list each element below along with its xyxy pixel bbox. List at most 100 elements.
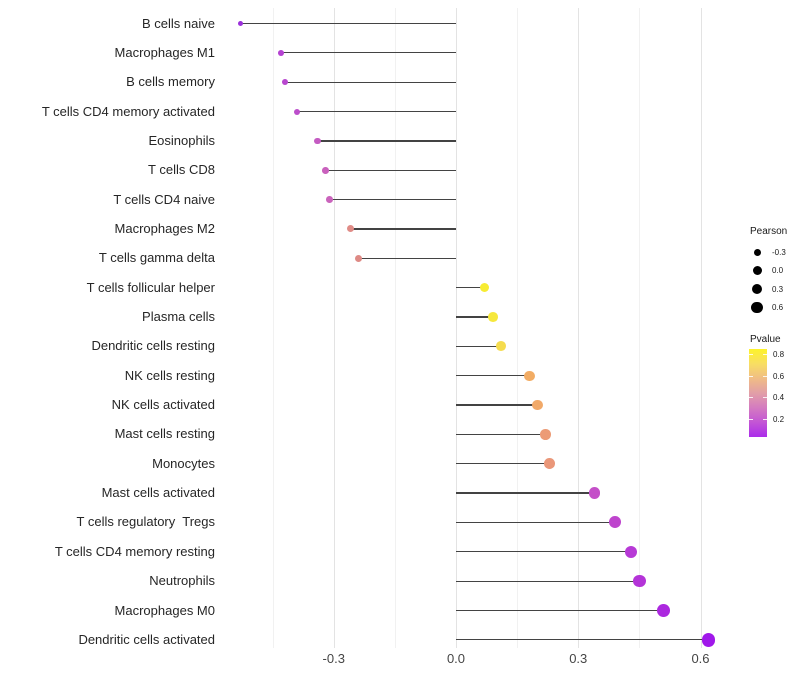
pvalue-tick-mark xyxy=(749,375,753,377)
pvalue-gradient-bar xyxy=(749,349,767,437)
pearson-legend-label: 0.3 xyxy=(772,284,784,294)
lollipop-stem xyxy=(240,22,456,25)
lollipop-stem xyxy=(325,169,456,171)
pvalue-tick-mark xyxy=(763,418,767,420)
x-axis-tick-label: -0.3 xyxy=(322,651,345,666)
row-label: Macrophages M1 xyxy=(114,44,215,60)
row-label: T cells CD4 naive xyxy=(113,191,215,207)
row-label: NK cells activated xyxy=(111,397,215,413)
row-label: Plasma cells xyxy=(142,309,215,324)
grid-minor-line xyxy=(517,8,519,648)
row-label: B cells naive xyxy=(142,15,215,31)
lollipop-dot xyxy=(294,108,301,115)
lollipop-dot xyxy=(326,196,333,203)
row-label: Mast cells resting xyxy=(114,426,215,442)
grid-major-line xyxy=(333,8,335,648)
row-label: Eosinophils xyxy=(148,132,216,148)
x-axis-tick-label: 0.6 xyxy=(691,651,710,666)
lollipop-dot xyxy=(314,137,321,145)
lollipop-dot xyxy=(633,574,646,588)
lollipop-stem xyxy=(350,228,456,230)
row-label: Neutrophils xyxy=(149,573,215,589)
pearson-legend-label: 0.0 xyxy=(772,266,784,275)
pearson-legend-dot xyxy=(753,248,761,256)
pearson-legend-title: Pearson xyxy=(750,226,788,237)
lollipop-dot xyxy=(540,429,551,440)
lollipop-dot xyxy=(237,20,243,26)
pvalue-tick-mark xyxy=(749,397,753,399)
lollipop-dot xyxy=(701,633,716,647)
lollipop-stem xyxy=(456,521,615,524)
grid-minor-line xyxy=(394,8,396,648)
pvalue-tick-mark xyxy=(749,354,753,355)
lollipop-stem xyxy=(456,463,550,465)
pvalue-tick-label: 0.6 xyxy=(773,371,785,381)
lollipop-stem xyxy=(456,551,632,553)
pvalue-tick-mark xyxy=(763,354,767,355)
row-label: Macrophages M2 xyxy=(114,220,215,236)
grid-major-line xyxy=(700,8,702,648)
lollipop-stem xyxy=(456,345,501,347)
lollipop-stem xyxy=(284,81,456,83)
lollipop-stem xyxy=(456,639,709,641)
grid-minor-line xyxy=(639,8,641,648)
row-label: Macrophages M0 xyxy=(114,602,215,618)
pvalue-tick-label: 0.4 xyxy=(773,393,785,403)
lollipop-stem xyxy=(358,257,456,259)
lollipop-dot xyxy=(322,166,329,174)
row-label: Monocytes xyxy=(152,455,215,471)
lollipop-stem xyxy=(280,52,456,54)
lollipop-dot xyxy=(354,254,362,262)
row-label: T cells CD4 memory activated xyxy=(41,103,215,119)
pvalue-tick-mark xyxy=(763,375,767,377)
lollipop-stem xyxy=(329,198,456,201)
row-label: T cells follicular helper xyxy=(86,279,215,295)
lollipop-dot xyxy=(495,341,506,352)
lollipop-stem xyxy=(456,375,530,377)
lollipop-dot xyxy=(277,49,284,56)
row-label: T cells gamma delta xyxy=(98,250,215,266)
lollipop-stem xyxy=(456,609,664,612)
grid-major-line xyxy=(456,8,457,648)
row-label: T cells regulatory Tregs xyxy=(76,514,215,530)
lollipop-stem xyxy=(297,110,456,113)
row-label: B cells memory xyxy=(126,74,215,90)
lollipop-stem xyxy=(456,580,640,582)
row-label: T cells CD4 memory resting xyxy=(54,543,215,559)
pearson-legend-dot xyxy=(751,283,763,295)
lollipop-dot xyxy=(479,282,490,293)
row-label: Dendritic cells resting xyxy=(91,338,215,354)
pvalue-tick-label: 0.8 xyxy=(773,350,785,359)
grid-minor-line xyxy=(272,8,274,648)
x-axis-tick-label: 0.0 xyxy=(446,651,466,666)
row-label: Dendritic cells activated xyxy=(78,631,215,647)
pvalue-tick-mark xyxy=(749,418,753,420)
lollipop-stem xyxy=(456,433,546,436)
row-label: T cells CD8 xyxy=(148,162,215,178)
lollipop-dot xyxy=(524,370,535,381)
lollipop-dot xyxy=(487,312,498,322)
lollipop-stem xyxy=(456,404,538,406)
pearson-legend-dot xyxy=(752,266,762,275)
lollipop-stem xyxy=(317,140,456,142)
lollipop-dot xyxy=(544,458,556,470)
pvalue-tick-mark xyxy=(763,397,767,399)
row-label: Mast cells activated xyxy=(101,485,215,501)
pearson-legend-label: -0.3 xyxy=(772,247,786,257)
pvalue-legend-title: Pvalue xyxy=(750,334,781,345)
lollipop-dot xyxy=(588,487,601,499)
grid-major-line xyxy=(578,8,580,648)
lollipop-stem xyxy=(456,316,493,318)
lollipop-stem xyxy=(456,287,485,289)
lollipop-dot xyxy=(281,79,288,86)
row-label: NK cells resting xyxy=(124,367,215,383)
x-axis-tick-label: 0.3 xyxy=(569,651,588,666)
pvalue-tick-label: 0.2 xyxy=(773,414,785,424)
lollipop-dot xyxy=(532,399,543,411)
lollipop-stem xyxy=(456,492,595,494)
pearson-legend-label: 0.6 xyxy=(772,303,784,312)
lollipop-dot xyxy=(608,516,621,529)
lollipop-dot xyxy=(346,225,354,233)
